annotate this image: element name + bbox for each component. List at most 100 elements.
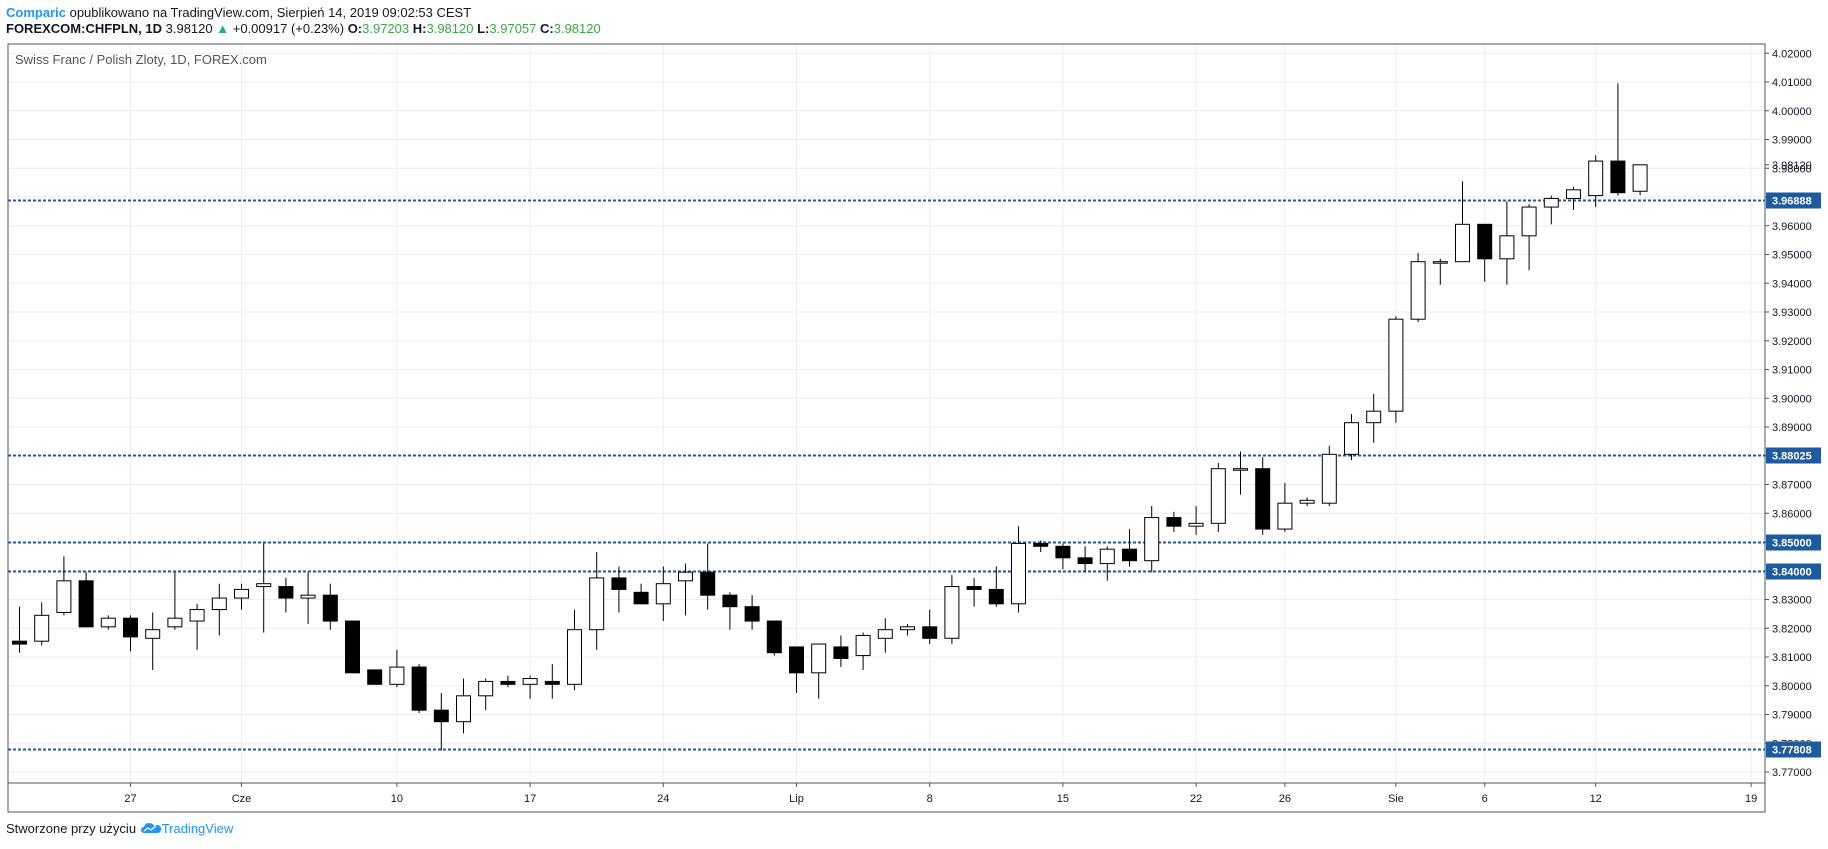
- y-tick-label: 3.80000: [1772, 681, 1812, 693]
- candle: [522, 675, 538, 699]
- candle-body: [1455, 223, 1470, 263]
- candle-body: [1277, 502, 1293, 530]
- y-tick-label: 3.83000: [1772, 595, 1812, 607]
- candle: [234, 583, 249, 610]
- open-value: 3.97203: [362, 21, 410, 36]
- y-tick-label: 3.77000: [1772, 767, 1812, 779]
- candle: [589, 552, 605, 650]
- tradingview-link[interactable]: TradingView: [161, 821, 234, 836]
- candle-body: [1011, 542, 1026, 605]
- level-price-tag: [1766, 534, 1821, 551]
- candle-body: [811, 643, 827, 674]
- candle: [900, 623, 915, 636]
- candle-body: [877, 629, 893, 639]
- candle-body: [700, 571, 716, 596]
- candle: [1521, 204, 1537, 271]
- y-tick-label: 3.91000: [1772, 365, 1812, 377]
- candle: [500, 675, 516, 688]
- candle-body: [367, 669, 383, 685]
- candle-body: [78, 580, 94, 628]
- candle: [433, 692, 449, 751]
- price-tags: 3.96888 3.88025 3.85000 3.84000 3.77808 3.981…: [1765, 160, 1821, 758]
- candle: [1477, 223, 1493, 282]
- candle-body: [678, 571, 693, 582]
- candle: [300, 572, 316, 624]
- candle: [1166, 511, 1182, 532]
- author-name[interactable]: Comparic: [6, 5, 66, 20]
- candle: [1144, 506, 1160, 573]
- candle: [567, 609, 582, 691]
- candle-body: [988, 588, 1004, 605]
- candle: [123, 615, 138, 652]
- axes: 3.770003.780003.790003.800003.810003.820…: [124, 48, 1811, 805]
- candle: [278, 577, 294, 613]
- candle: [922, 609, 938, 645]
- level-price-tag: [1766, 741, 1821, 758]
- y-tick-label: 3.92000: [1772, 336, 1812, 348]
- x-tick-label: 27: [124, 793, 136, 805]
- candle: [722, 592, 738, 630]
- candle-body: [1077, 557, 1093, 565]
- candle-body: [189, 609, 205, 622]
- candle-body: [1432, 261, 1448, 264]
- candle-body: [34, 614, 50, 642]
- candle-body: [722, 594, 738, 608]
- candles: [12, 83, 1648, 751]
- candle-body: [1588, 160, 1604, 197]
- candle-body: [411, 666, 427, 711]
- level-price-label: 3.88025: [1772, 451, 1812, 463]
- candle: [789, 646, 804, 693]
- candle-body: [123, 617, 138, 638]
- candle: [389, 649, 405, 688]
- candle-body: [167, 617, 183, 628]
- created-with-text: Stworzone przy użyciu: [6, 821, 137, 836]
- candle: [1432, 258, 1448, 285]
- level-price-tag: [1766, 563, 1821, 580]
- candle: [1188, 506, 1204, 535]
- candle: [100, 615, 116, 630]
- candle: [1011, 526, 1026, 613]
- candle-body: [1632, 164, 1648, 192]
- last-price-label: 3.98120: [1772, 160, 1812, 172]
- x-tick-label: 8: [927, 793, 933, 805]
- x-tick-label: 15: [1057, 793, 1069, 805]
- y-tick-label: 3.94000: [1772, 278, 1812, 290]
- open-label: O:: [347, 21, 363, 36]
- candle: [611, 566, 627, 613]
- y-tick-label: 3.93000: [1772, 307, 1812, 319]
- last-price: 3.98120: [165, 21, 213, 36]
- candle: [544, 664, 560, 699]
- candle-body: [900, 626, 915, 631]
- candle: [411, 664, 427, 714]
- candle: [1632, 164, 1648, 196]
- high-value: 3.98120: [426, 21, 474, 36]
- candle-body: [234, 588, 249, 599]
- candle-body: [1321, 453, 1337, 504]
- y-tick-label: 3.86000: [1772, 508, 1812, 520]
- candle-body: [12, 640, 27, 645]
- candle: [744, 595, 760, 630]
- candle-body: [1099, 548, 1115, 565]
- low-label: L:: [477, 21, 490, 36]
- candle: [1543, 195, 1559, 225]
- candle-body: [500, 680, 516, 685]
- candle-body: [1210, 468, 1226, 524]
- candle: [966, 577, 982, 607]
- y-tick-label: 3.90000: [1772, 393, 1812, 405]
- horizontal-levels[interactable]: [8, 199, 1765, 751]
- close-label: C:: [540, 21, 554, 36]
- candle: [1210, 462, 1226, 532]
- x-tick-label: 10: [391, 793, 403, 805]
- candle: [56, 556, 72, 616]
- close-value: 3.98120: [553, 21, 601, 36]
- y-tick-label: 4.02000: [1772, 48, 1812, 60]
- candle-body: [1055, 545, 1071, 559]
- candle: [1499, 201, 1515, 285]
- candle-body: [433, 709, 449, 723]
- low-value: 3.97057: [489, 21, 537, 36]
- chart-title: Swiss Franc / Polish Zloty, 1D, FOREX.co…: [15, 52, 267, 67]
- candle-body: [1566, 189, 1581, 199]
- publish-info: Comparic opublikowano na TradingView.com…: [6, 5, 471, 20]
- candle-body: [855, 634, 871, 657]
